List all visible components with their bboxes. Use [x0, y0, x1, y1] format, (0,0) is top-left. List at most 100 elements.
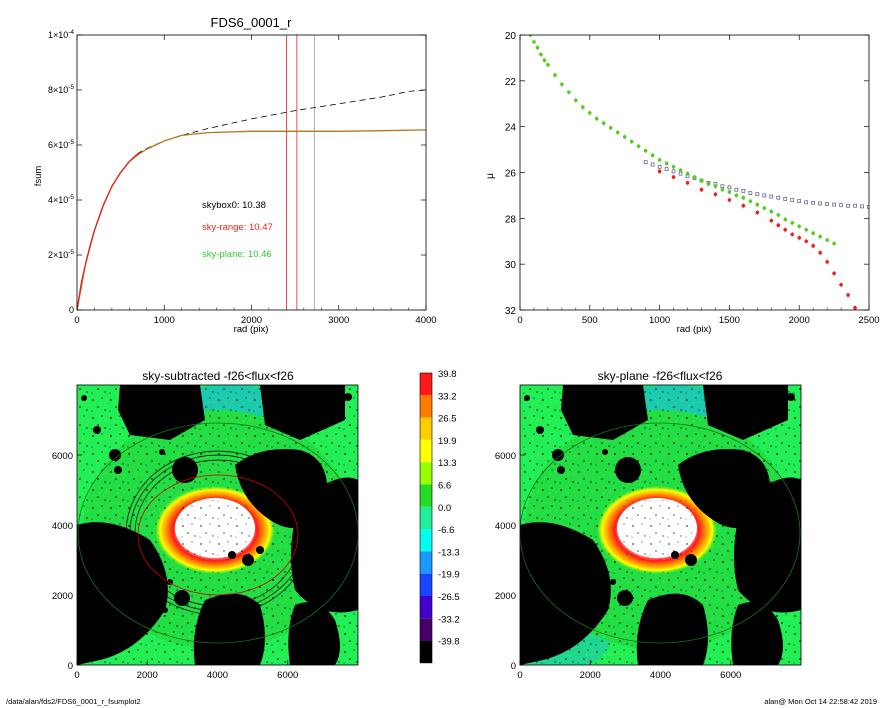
mu-point	[748, 191, 753, 195]
mu-xtick-label: 0	[517, 315, 522, 326]
mu-point	[860, 204, 864, 209]
mu-point	[567, 90, 571, 95]
mu-ylabel: μ	[485, 173, 496, 179]
fsum-ytick-label: 6×10-5	[48, 139, 74, 150]
mu-point	[832, 241, 836, 246]
fsum-sky-lines	[285, 35, 315, 310]
image-xtick-label: 6000	[277, 670, 298, 681]
mu-ytick-label: 30	[505, 260, 517, 271]
fsum-ytick-label: 8×10-5	[48, 84, 74, 95]
mu-point	[636, 144, 641, 148]
image-xtick-label: 4000	[207, 670, 228, 681]
mu-point	[706, 182, 711, 186]
mu-point	[825, 238, 829, 242]
mu-point	[811, 200, 816, 205]
fsum-axis-ticks: 0 1000 2000 3000 4000 0 2×10-5 4×10-5 6×10-5 8×10…	[48, 29, 437, 326]
footer-timestamp: alan@ Mon Oct 14 22:58:42 2019	[764, 697, 877, 706]
colorbar-swatch	[420, 373, 432, 396]
mu-point	[594, 116, 599, 121]
mu-point	[734, 193, 739, 198]
sky-plane-axis-ticks: 0 2000 4000 6000 0 2000 4000 6000	[495, 451, 741, 681]
mu-xtick-label: 2500	[858, 315, 879, 326]
colorbar-label: 0.0	[438, 503, 451, 514]
mu-point	[546, 62, 550, 67]
colorbar-label: 26.5	[438, 414, 457, 425]
mu-point	[588, 111, 592, 115]
fsum-xtick-label: 2000	[241, 315, 262, 326]
mu-panel: 0 500 1000 1500 2000 2500 20 22 24 26 28 30 32 rad (…	[485, 31, 880, 335]
mu-point	[741, 188, 746, 193]
mu-point	[748, 199, 753, 203]
mu-point	[769, 218, 774, 223]
sky-subtracted-frame	[76, 384, 359, 666]
mu-point	[560, 82, 564, 87]
image-xtick-label: 2000	[580, 670, 601, 681]
colorbar-label: 33.2	[438, 391, 457, 402]
footer-file-path: /data/alan/fds2/FDS6_0001_r_fsumplot2	[6, 697, 141, 706]
mu-point	[846, 203, 850, 208]
mu-point	[539, 52, 543, 57]
fsum-ytick-label: 2×10-5	[48, 249, 74, 260]
image-xtick-label: 2000	[137, 670, 158, 681]
fsum-series-line	[77, 129, 426, 310]
colorbar-label: -39.8	[438, 637, 460, 648]
mu-point	[532, 40, 536, 44]
mu-xtick-label: 1500	[719, 315, 740, 326]
mu-point	[671, 175, 676, 179]
mu-point	[727, 190, 732, 194]
colorbar: 39.8 33.2 26.5 19.9 13.3 6.6 0.0 -6.6 -13.3 -19.9…	[419, 369, 460, 664]
mu-point	[685, 171, 690, 176]
colorbar-swatch	[420, 551, 432, 574]
fsum-xtick-label: 1000	[154, 315, 175, 326]
mu-ytick-label: 24	[505, 123, 517, 134]
mu-point	[755, 202, 760, 207]
mu-point	[825, 260, 829, 264]
mu-point	[664, 161, 669, 166]
mu-ytick-label: 32	[505, 306, 517, 317]
mu-point	[825, 202, 829, 206]
mu-point	[615, 130, 620, 135]
colorbar-label: -26.5	[438, 592, 460, 603]
mu-point	[762, 206, 767, 210]
mu-plot-frame	[519, 34, 870, 311]
annotation-sky-range: sky-range: 10.47	[202, 222, 273, 233]
mu-point	[853, 305, 857, 310]
image-xtick-label: 4000	[650, 670, 671, 681]
mu-point	[797, 236, 801, 240]
colorbar-swatch	[420, 417, 432, 440]
mu-point	[657, 158, 662, 162]
mu-point	[741, 195, 746, 200]
colorbar-label: 19.9	[438, 436, 457, 447]
fsum-ylabel: fsum	[33, 166, 44, 187]
mu-point	[643, 160, 648, 165]
mu-point	[818, 201, 822, 206]
colorbar-label: -19.9	[438, 570, 460, 581]
mu-point	[650, 153, 655, 158]
fsum-ytick-label: 1×10-4	[48, 29, 74, 40]
fsum-plot-frame	[76, 34, 427, 311]
mu-point	[818, 250, 822, 255]
mu-point	[769, 194, 774, 199]
mu-ytick-label: 26	[505, 169, 517, 180]
sky-subtracted-image-panel: sky-subtracted -f26<flux<f26	[52, 369, 359, 681]
mu-point	[685, 181, 690, 185]
sky-plane-image	[520, 385, 801, 665]
mu-xtick-label: 2000	[789, 315, 810, 326]
mu-point	[797, 199, 802, 203]
image-xtick-label: 0	[517, 670, 522, 681]
mu-point	[783, 227, 788, 232]
mu-point	[853, 203, 857, 208]
mu-point	[629, 139, 634, 144]
mu-point	[790, 221, 795, 225]
colorbar-swatch	[420, 462, 432, 485]
colorbar-label: 39.8	[438, 369, 457, 380]
image-ytick-label: 6000	[52, 451, 73, 462]
mu-point	[832, 202, 836, 207]
fsum-xtick-label: 4000	[415, 315, 436, 326]
mu-point	[581, 105, 585, 109]
colorbar-swatch	[420, 395, 432, 418]
mu-point	[528, 35, 533, 37]
mu-point	[608, 126, 613, 130]
mu-point	[657, 164, 662, 169]
